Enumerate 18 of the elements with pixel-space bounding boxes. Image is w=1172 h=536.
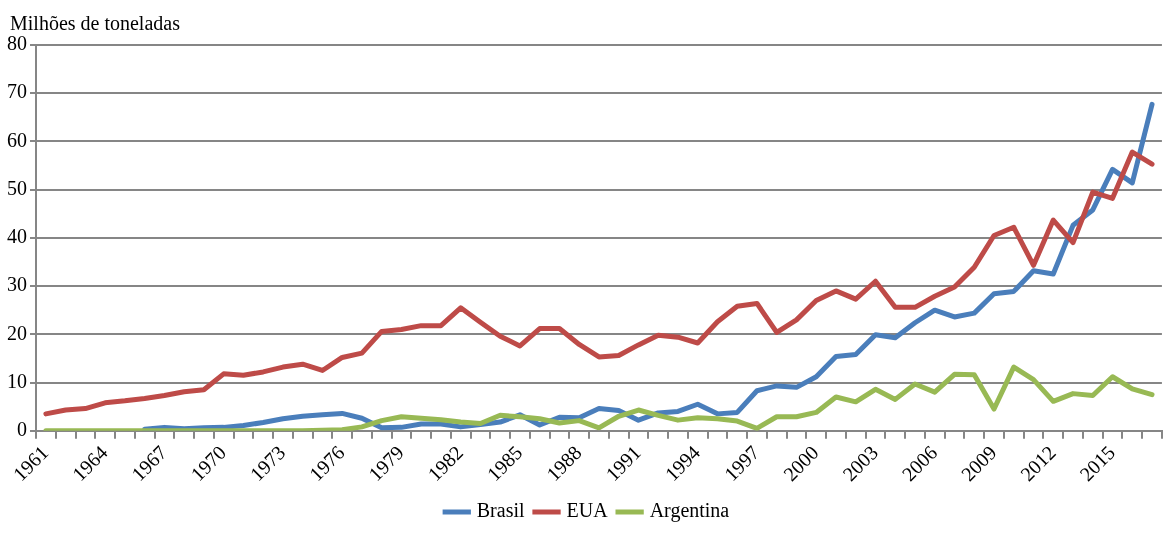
legend-label: EUA bbox=[566, 499, 609, 522]
y-tick-label: 30 bbox=[7, 273, 27, 296]
y-tick-label: 80 bbox=[7, 32, 27, 55]
x-tick-label: 1970 bbox=[186, 441, 231, 486]
legend-label: Brasil bbox=[476, 499, 525, 522]
x-tick-label: 1979 bbox=[364, 441, 408, 486]
y-tick-label: 70 bbox=[7, 80, 27, 103]
y-tick-label: 60 bbox=[7, 128, 27, 151]
y-tick-label: 50 bbox=[7, 176, 27, 199]
x-tick-label: 1961 bbox=[8, 441, 53, 486]
y-tick-label: 0 bbox=[17, 418, 27, 440]
y-axis-title: Milhões de toneladas bbox=[10, 12, 180, 35]
y-tick-label: 10 bbox=[7, 369, 27, 392]
y-tick-label: 20 bbox=[7, 321, 27, 344]
x-tick-label: 1991 bbox=[601, 441, 645, 486]
x-tick-label: 1982 bbox=[423, 441, 468, 486]
legend-label: Argentina bbox=[649, 499, 730, 523]
y-tick-label: 40 bbox=[7, 225, 27, 248]
